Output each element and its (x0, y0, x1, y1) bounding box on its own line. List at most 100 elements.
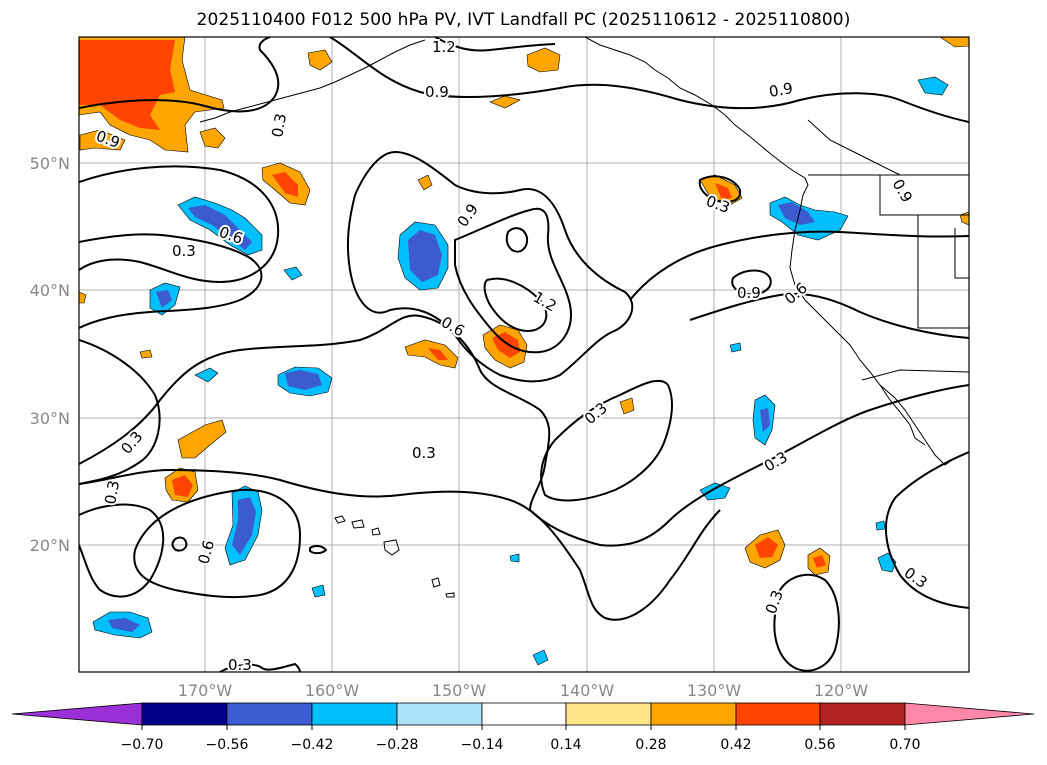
pv-negative-regions (92, 76, 949, 666)
pv-contour-lines (79, 37, 969, 672)
coastline-west-us (789, 194, 969, 466)
border-us-mexico (861, 369, 969, 381)
contour-top-band-3 (434, 37, 556, 52)
positive-region-10 (404, 339, 459, 369)
positive-region-9-core (715, 183, 732, 200)
contour-lower-wave (79, 468, 721, 621)
contour-east-right (884, 451, 969, 609)
contour-mid-left (79, 165, 280, 284)
island-1 (431, 577, 441, 588)
negative-region-11-core (760, 408, 770, 432)
colorbar-bin (141, 702, 228, 726)
negative-region-16 (311, 584, 326, 598)
lon-label-160w: 160°W (305, 681, 360, 700)
plot-frame (78, 36, 970, 673)
hawaii-3 (371, 527, 381, 536)
positive-region-12 (177, 419, 227, 459)
longitude-axis-labels: 170°W 160°W 150°W 140°W 130°W 120°W (178, 681, 869, 700)
border-states-3 (954, 228, 969, 279)
contour-ring-ne (698, 175, 742, 203)
contour-label: 0.3 (172, 242, 196, 260)
contour-top-band-2 (329, 37, 969, 123)
negative-region-7-core (232, 497, 256, 555)
lon-label-170w: 170°W (178, 681, 233, 700)
colorbar-bin (565, 702, 652, 726)
colorbar-tick-label: 0.70 (889, 737, 920, 753)
lat-label-20n: 20°N (30, 536, 70, 555)
lat-label-40n: 40°N (30, 281, 70, 300)
colorbar (11, 702, 1035, 726)
border-states-1 (879, 175, 969, 216)
negative-region-4 (283, 266, 303, 281)
positive-region-6 (489, 95, 521, 109)
latitude-axis-labels: 50°N 40°N 30°N 20°N (30, 154, 70, 555)
contour-east-lower (773, 573, 840, 672)
positive-region-10-core (428, 348, 448, 360)
positive-region-16-core (813, 555, 826, 568)
negative-region-3-core (156, 290, 172, 308)
colorbar-bin (819, 702, 906, 726)
positive-region-13-core (172, 475, 193, 497)
contour-wave-main (79, 314, 969, 547)
hawaii-4 (383, 539, 400, 556)
colorbar-tick-label: −0.56 (206, 737, 249, 753)
contour-east-ridge-2 (689, 292, 969, 339)
colorbar-bin (650, 702, 737, 726)
colorbar-tick-label: 0.14 (550, 737, 581, 753)
colorbar-tick-label: 0.28 (635, 737, 666, 753)
negative-region-8-core (108, 618, 140, 632)
contour-closed-small-2 (731, 269, 772, 296)
colorbar-extend-low (11, 702, 143, 726)
lat-label-50n: 50°N (30, 154, 70, 173)
positive-region-1 (79, 129, 126, 151)
colorbar-tick-labels: −0.70 −0.56 −0.42 −0.28 −0.14 0.14 0.28 … (121, 737, 921, 753)
contour-inner-closed (483, 277, 548, 332)
positive-region-8 (417, 174, 433, 191)
negative-region-9-core (778, 202, 815, 225)
positive-region-15-core (755, 537, 778, 558)
coastline-alaska (584, 37, 809, 196)
positive-region-3-core (272, 172, 298, 197)
colorbar-tick-label: −0.70 (121, 737, 164, 753)
negative-region-5-core (285, 370, 322, 390)
coastlines (199, 37, 969, 598)
negative-region-2-core (408, 230, 442, 282)
contour-label: 1.2 (432, 38, 456, 56)
colorbar-bin (735, 702, 821, 726)
contour-south-closed (133, 488, 302, 599)
border-bc (807, 119, 901, 176)
contour-lower-left (79, 503, 165, 598)
positive-region-5 (526, 47, 561, 73)
lon-label-120w: 120°W (814, 681, 869, 700)
contour-label: 0.3 (412, 444, 436, 462)
lon-label-130w: 130°W (687, 681, 742, 700)
coastline-aleutians (199, 39, 426, 123)
positive-region-7 (939, 37, 969, 48)
lon-label-150w: 150°W (432, 681, 487, 700)
contour-inner-west (79, 233, 263, 329)
hawaii-1 (334, 515, 346, 524)
colorbar-tick-label: 0.56 (804, 737, 835, 753)
colorbar-tick-label: −0.28 (376, 737, 419, 753)
contour-east-ridge (629, 230, 969, 301)
colorbar-extend-high (904, 702, 1035, 726)
contour-far-west (79, 339, 161, 485)
coastline-baja (879, 384, 926, 446)
contour-label: 0.9 (425, 83, 449, 101)
positive-region-nw-core (79, 40, 175, 130)
negative-region-12 (699, 482, 731, 501)
lat-label-30n: 30°N (30, 409, 70, 428)
colorbar-bin (311, 702, 398, 726)
negative-region-1-core (188, 205, 252, 250)
hawaii-2 (351, 519, 365, 529)
contour-big-ridge (346, 150, 634, 383)
graticule (79, 37, 969, 672)
contour-small-ring-2 (309, 544, 328, 555)
colorbar-bin (396, 702, 483, 726)
positive-region-19 (139, 349, 153, 359)
contour-top-band (79, 37, 280, 113)
negative-region-15 (729, 342, 742, 353)
positive-region-14 (619, 397, 635, 415)
contour-bottom-piece (219, 662, 301, 672)
